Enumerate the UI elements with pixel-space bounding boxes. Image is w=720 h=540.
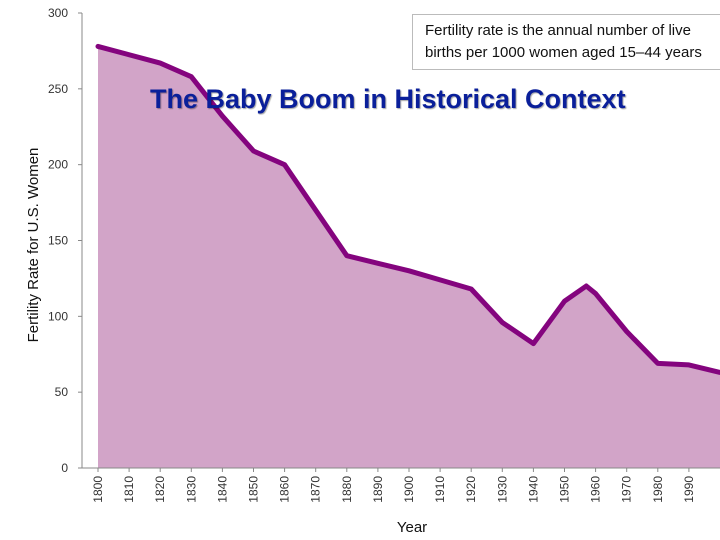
fertility-line [95, 43, 720, 375]
x-tick-label: 1980 [651, 476, 665, 503]
x-tick-label: 1880 [340, 476, 354, 503]
y-axis-title: Fertility Rate for U.S. Women [25, 148, 42, 343]
x-tick-label: 1930 [495, 476, 509, 503]
y-tick-label: 250 [48, 82, 68, 96]
x-tick-label: 1820 [153, 476, 167, 503]
x-tick-labels: 1800 1810 1820 1830 1840 1850 1860 1870 1880 1890… [91, 476, 696, 503]
x-tick-label: 1870 [309, 476, 323, 503]
x-tick-label: 1800 [91, 476, 105, 503]
x-axis-title: Year [397, 519, 427, 536]
x-tick-label: 1960 [589, 476, 603, 503]
fertility-rate-definition-note: Fertility rate is the annual number of l… [412, 14, 720, 70]
x-tick-label: 1900 [402, 476, 416, 503]
area-layer [95, 43, 720, 469]
y-tick-label: 200 [48, 158, 68, 172]
y-tick-label: 0 [61, 461, 68, 475]
y-tick-label: 150 [48, 234, 68, 248]
x-tick-label: 1850 [247, 476, 261, 503]
y-tick-labels: 0 50 100 150 200 250 300 [48, 6, 68, 475]
x-tick-label: 1830 [184, 476, 198, 503]
x-tick-label: 1860 [278, 476, 292, 503]
x-tick-label: 1950 [558, 476, 572, 503]
y-tick-label: 50 [55, 385, 69, 399]
x-tick-label: 1970 [620, 476, 634, 503]
y-tick-label: 300 [48, 6, 68, 20]
x-tick-label: 1910 [433, 476, 447, 503]
x-tick-label: 1990 [682, 476, 696, 503]
axis-layer [78, 12, 720, 472]
x-tick-label: 1890 [371, 476, 385, 503]
x-tick-label: 1920 [464, 476, 478, 503]
x-tick-label: 1840 [215, 476, 229, 503]
slide-title: The Baby Boom in Historical Context [150, 84, 626, 114]
x-tick-label: 1810 [122, 476, 136, 503]
x-tick-label: 1940 [526, 476, 540, 503]
y-tick-label: 100 [48, 309, 68, 323]
